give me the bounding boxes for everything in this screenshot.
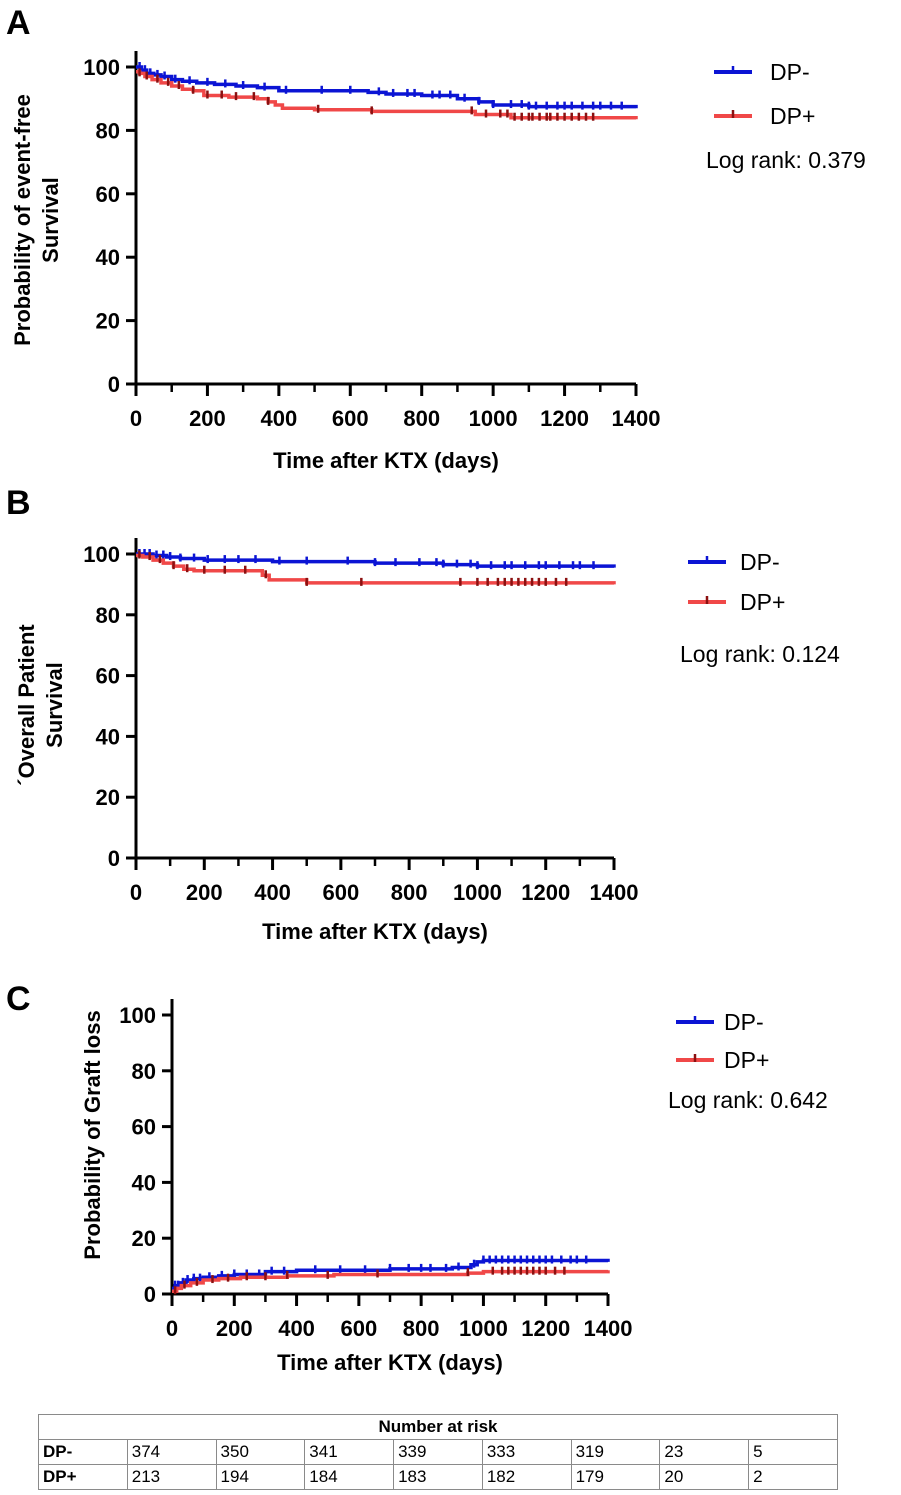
x-tick-label: 1400: [590, 880, 639, 905]
x-axis-title: Time after KTX (days): [273, 448, 499, 473]
x-tick-label: 600: [332, 406, 369, 431]
y-tick-label: 20: [132, 1226, 156, 1251]
risk-table-title: Number at risk: [38, 1414, 838, 1440]
x-tick-label: 1400: [584, 1316, 633, 1341]
risk-cell: 341: [304, 1439, 395, 1465]
series-line-dp-plus: [172, 1269, 610, 1293]
logrank-annotation: Log rank: 0.124: [680, 641, 840, 667]
x-tick-label: 800: [403, 1316, 440, 1341]
panel-letter: C: [6, 980, 31, 1018]
risk-cell: 182: [481, 1464, 572, 1490]
panel-letter: B: [6, 484, 31, 522]
risk-cell: 20: [659, 1464, 750, 1490]
y-tick-label: 40: [132, 1170, 156, 1195]
legend-dp-plus-label: DP+: [724, 1047, 769, 1073]
logrank-annotation: Log rank: 0.642: [668, 1087, 828, 1113]
y-tick-label: 100: [83, 55, 120, 80]
x-tick-label: 200: [216, 1316, 253, 1341]
risk-row-label: DP+: [38, 1464, 128, 1490]
y-tick-label: 60: [96, 182, 120, 207]
x-tick-label: 400: [254, 880, 291, 905]
risk-cell: 2: [748, 1464, 838, 1490]
x-tick-label: 0: [130, 880, 142, 905]
y-tick-label: 0: [108, 372, 120, 397]
risk-cell: 213: [126, 1464, 217, 1490]
series-line-dp-plus: [136, 553, 616, 585]
risk-cell: 183: [393, 1464, 483, 1490]
y-tick-label: 60: [132, 1115, 156, 1140]
x-tick-label: 1200: [521, 880, 570, 905]
risk-cell: 339: [393, 1439, 483, 1465]
legend-dp-plus-label: DP+: [770, 103, 815, 129]
y-tick-label: 40: [96, 724, 120, 749]
y-tick-label: 40: [96, 245, 120, 270]
x-tick-label: 400: [278, 1316, 315, 1341]
x-tick-label: 800: [391, 880, 428, 905]
y-tick-label: 0: [144, 1282, 156, 1307]
y-axis-title: ´Overall Patient: [14, 624, 39, 786]
y-axis-title: Probability of event-free: [10, 94, 35, 346]
risk-cell: 179: [570, 1464, 661, 1490]
y-tick-label: 80: [96, 118, 120, 143]
x-axis-title: Time after KTX (days): [262, 919, 488, 944]
legend-dp-minus-label: DP-: [724, 1009, 764, 1035]
panel-letter: A: [6, 4, 31, 42]
x-tick-label: 1200: [521, 1316, 570, 1341]
x-tick-label: 800: [403, 406, 440, 431]
risk-cell: 333: [481, 1439, 572, 1465]
risk-cell: 350: [215, 1439, 306, 1465]
x-tick-label: 200: [189, 406, 226, 431]
y-tick-label: 20: [96, 785, 120, 810]
x-tick-label: 1000: [469, 406, 518, 431]
y-tick-label: 20: [96, 309, 120, 334]
risk-table-grid: Number at risk DP- 374 350 341 339 333 3…: [38, 1414, 838, 1490]
risk-row-dp-plus: DP+ 213 194 184 183 182 179 20 2: [38, 1464, 838, 1490]
y-tick-label: 80: [132, 1059, 156, 1084]
legend-dp-plus-label: DP+: [740, 589, 785, 615]
y-tick-label: 0: [108, 846, 120, 871]
risk-cell: 319: [570, 1439, 661, 1465]
series-line-dp-minus: [136, 65, 638, 109]
y-tick-label: 80: [96, 603, 120, 628]
x-tick-label: 0: [166, 1316, 178, 1341]
x-tick-label: 200: [186, 880, 223, 905]
y-tick-label: 100: [119, 1003, 156, 1028]
x-tick-label: 600: [340, 1316, 377, 1341]
legend-dp-minus-label: DP-: [770, 59, 810, 85]
y-axis-title: Probability of Graft loss: [80, 1010, 105, 1259]
x-tick-label: 1000: [459, 1316, 508, 1341]
y-axis-title: Survival: [42, 662, 67, 748]
x-tick-label: 600: [322, 880, 359, 905]
x-axis-title: Time after KTX (days): [277, 1350, 503, 1375]
x-tick-label: 1000: [453, 880, 502, 905]
x-tick-label: 400: [260, 406, 297, 431]
risk-cell: 5: [748, 1439, 838, 1465]
legend-dp-minus-label: DP-: [740, 549, 780, 575]
x-tick-label: 0: [130, 406, 142, 431]
x-tick-label: 1200: [540, 406, 589, 431]
risk-cell: 374: [126, 1439, 217, 1465]
risk-cell: 184: [304, 1464, 395, 1490]
risk-row-dp-minus: DP- 374 350 341 339 333 319 23 5: [38, 1439, 838, 1465]
risk-row-label: DP-: [38, 1439, 128, 1465]
y-tick-label: 100: [83, 542, 120, 567]
risk-table: Number at risk DP- 374 350 341 339 333 3…: [38, 1414, 838, 1490]
y-tick-label: 60: [96, 664, 120, 689]
risk-cell: 23: [659, 1439, 750, 1465]
x-tick-label: 1400: [612, 406, 661, 431]
risk-cell: 194: [215, 1464, 306, 1490]
logrank-annotation: Log rank: 0.379: [706, 147, 866, 173]
y-axis-title: Survival: [38, 177, 63, 263]
